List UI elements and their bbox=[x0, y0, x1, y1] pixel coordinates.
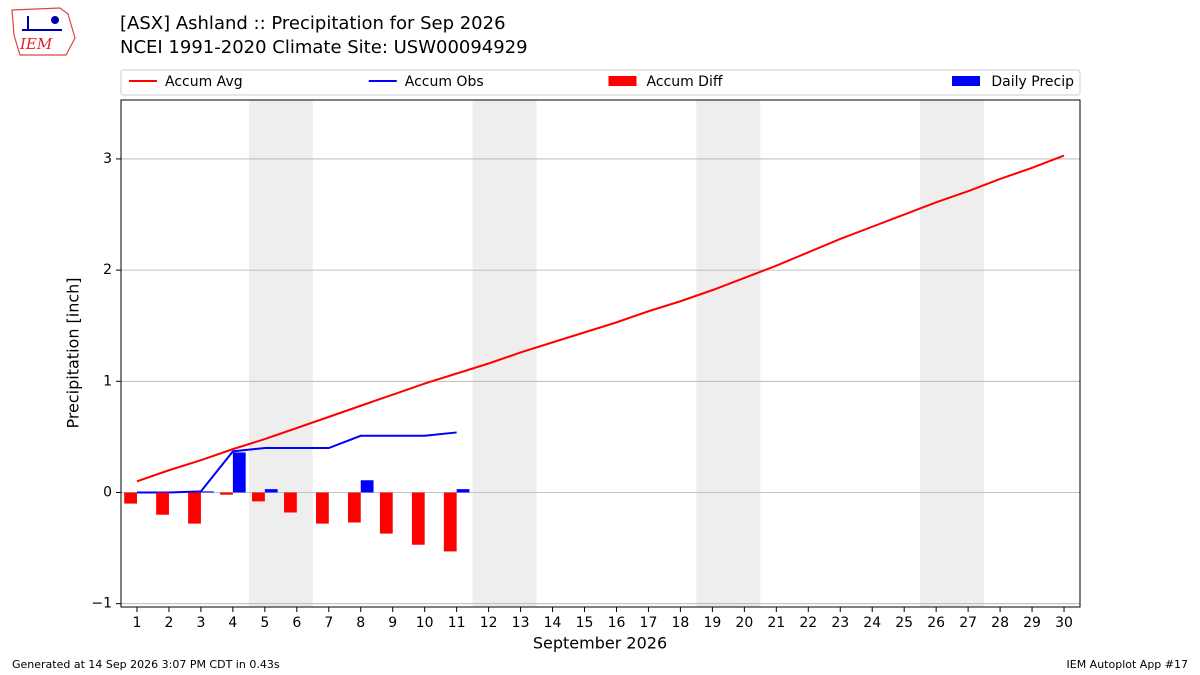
x-tick-label: 4 bbox=[228, 615, 237, 631]
weekend-band bbox=[472, 100, 537, 607]
x-tick-label: 21 bbox=[767, 615, 785, 631]
x-tick-label: 3 bbox=[196, 615, 205, 631]
x-tick-label: 28 bbox=[991, 615, 1009, 631]
bar bbox=[411, 492, 425, 545]
bar bbox=[156, 492, 169, 515]
x-tick-label: 8 bbox=[356, 615, 365, 631]
bar bbox=[232, 452, 246, 493]
x-tick-label: 25 bbox=[895, 615, 913, 631]
weekend-band bbox=[920, 100, 985, 607]
x-tick-label: 26 bbox=[927, 615, 945, 631]
bar bbox=[379, 492, 393, 534]
y-tick-label: 2 bbox=[103, 262, 112, 278]
legend-label: Accum Diff bbox=[647, 74, 723, 90]
x-tick-label: 17 bbox=[640, 615, 658, 631]
footer-left: Generated at 14 Sep 2026 3:07 PM CDT in … bbox=[12, 658, 280, 671]
bar bbox=[315, 492, 329, 524]
x-tick-label: 16 bbox=[608, 615, 626, 631]
logo: IEM bbox=[11, 7, 76, 56]
x-tick-label: 22 bbox=[799, 615, 817, 631]
legend-label: Daily Precip bbox=[991, 74, 1074, 90]
x-tick-label: 14 bbox=[544, 615, 562, 631]
legend-box bbox=[120, 69, 1081, 96]
bar bbox=[264, 489, 278, 493]
legend-swatch bbox=[952, 76, 980, 86]
bar bbox=[188, 492, 201, 524]
bar bbox=[200, 491, 214, 493]
x-tick-label: 27 bbox=[959, 615, 977, 631]
x-tick-label: 2 bbox=[164, 615, 173, 631]
logo-text: IEM bbox=[19, 35, 53, 53]
bar bbox=[443, 492, 457, 552]
x-axis-label: September 2026 bbox=[533, 634, 667, 653]
y-axis-label: Precipitation [inch] bbox=[64, 277, 83, 428]
bar bbox=[252, 492, 265, 502]
y-tick-label: 0 bbox=[103, 484, 112, 500]
line bbox=[136, 431, 457, 494]
y-tick-label: 3 bbox=[103, 151, 112, 167]
x-tick-label: 13 bbox=[512, 615, 530, 631]
x-tick-label: 19 bbox=[703, 615, 721, 631]
plot-frame bbox=[120, 99, 1081, 608]
x-tick-label: 1 bbox=[133, 615, 142, 631]
x-tick-label: 9 bbox=[388, 615, 397, 631]
y-tick-label: −1 bbox=[91, 596, 112, 612]
x-tick-label: 10 bbox=[416, 615, 434, 631]
x-tick-label: 18 bbox=[672, 615, 690, 631]
bar bbox=[220, 492, 233, 495]
line bbox=[136, 154, 1065, 483]
footer-right: IEM Autoplot App #17 bbox=[1067, 658, 1189, 671]
bar bbox=[284, 492, 297, 513]
chart-title: [ASX] Ashland :: Precipitation for Sep 2… bbox=[120, 13, 506, 34]
legend-swatch bbox=[608, 76, 637, 86]
x-tick-label: 30 bbox=[1055, 615, 1073, 631]
bar bbox=[347, 492, 361, 523]
bar bbox=[360, 480, 374, 493]
x-tick-label: 11 bbox=[448, 615, 466, 631]
legend-label: Accum Avg bbox=[165, 74, 243, 90]
x-tick-label: 5 bbox=[260, 615, 269, 631]
weekend-band bbox=[248, 100, 313, 607]
legend-label: Accum Obs bbox=[405, 74, 484, 90]
x-tick-label: 6 bbox=[292, 615, 301, 631]
x-tick-label: 29 bbox=[1023, 615, 1041, 631]
bar bbox=[456, 489, 470, 493]
x-tick-label: 23 bbox=[831, 615, 849, 631]
x-tick-label: 15 bbox=[576, 615, 594, 631]
x-tick-label: 7 bbox=[324, 615, 333, 631]
x-tick-label: 20 bbox=[735, 615, 753, 631]
y-tick-label: 1 bbox=[103, 373, 112, 389]
chart-subtitle: NCEI 1991-2020 Climate Site: USW00094929 bbox=[120, 37, 528, 58]
bar bbox=[124, 492, 137, 504]
x-tick-label: 24 bbox=[863, 615, 881, 631]
weekend-band bbox=[696, 100, 761, 607]
x-tick-label: 12 bbox=[480, 615, 498, 631]
